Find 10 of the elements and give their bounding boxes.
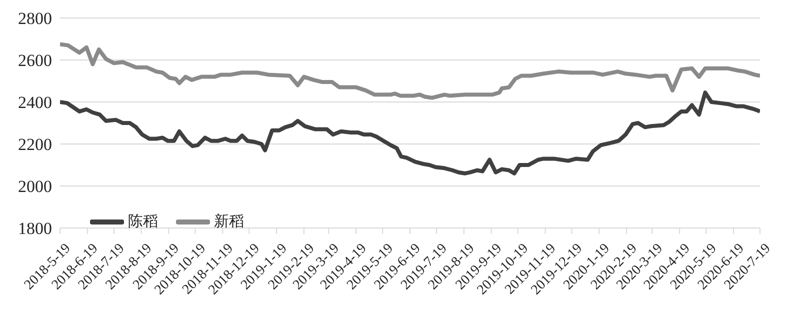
y-tick-label: 2000 [18,177,52,196]
legend-label: 陈稻 [128,212,158,231]
y-tick-label: 2800 [18,9,52,28]
y-tick-label: 1800 [18,219,52,238]
line-series [60,42,760,100]
legend-label: 新稻 [214,212,244,231]
y-tick-label: 2200 [18,135,52,154]
line-series [60,90,760,176]
y-tick-label: 2400 [18,93,52,112]
y-tick-label: 2600 [18,51,52,70]
